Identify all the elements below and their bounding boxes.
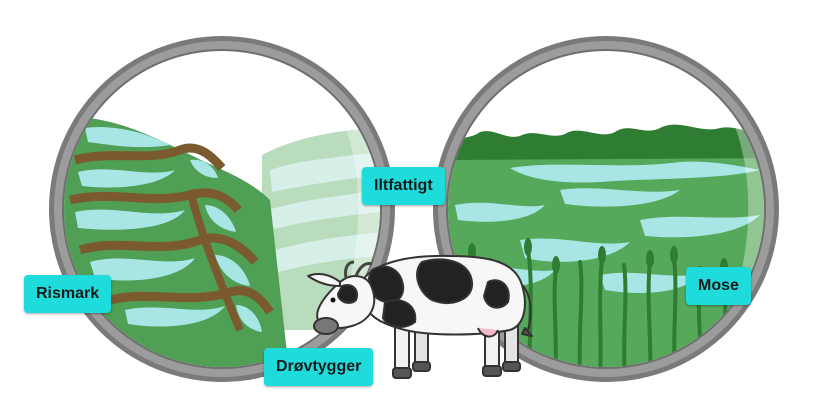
label-drovtygger: Drøvtygger	[264, 348, 374, 386]
cow-icon	[307, 254, 533, 379]
label-mose: Mose	[686, 267, 751, 305]
label-rismark: Rismark	[24, 275, 112, 313]
label-iltfattigt: Iltfattigt	[362, 167, 445, 205]
left-lens	[49, 36, 395, 382]
